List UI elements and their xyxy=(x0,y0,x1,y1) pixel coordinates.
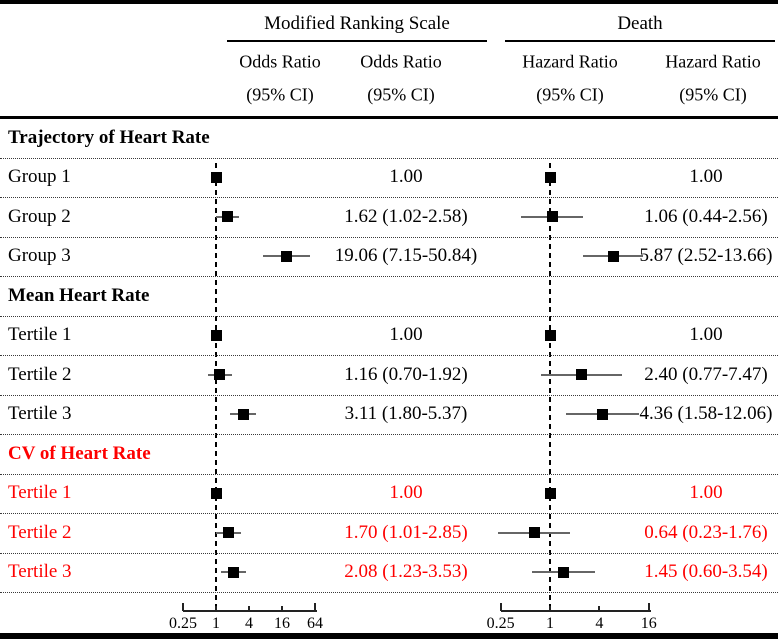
death-axis-line xyxy=(500,609,651,612)
mrs-estimate-text: 1.00 xyxy=(389,324,423,346)
death-estimate-text: 4.36 (1.58-12.06) xyxy=(639,403,773,425)
death-value-column-header: Hazard Ratio xyxy=(665,51,761,72)
mrs-axis-tick xyxy=(182,603,184,611)
mrs-axis-tick-label: 1 xyxy=(212,615,220,632)
row-separator xyxy=(0,236,778,238)
mrs-axis-line xyxy=(183,609,317,612)
mrs-axis-tick xyxy=(281,605,283,611)
mrs-estimate-text: 2.08 (1.23-3.53) xyxy=(344,561,468,583)
row-separator xyxy=(0,315,778,317)
mrs-plot-column-header: Odds Ratio xyxy=(239,51,321,72)
death-estimate-text: 1.45 (0.60-3.54) xyxy=(644,561,768,583)
header-rule xyxy=(0,116,778,119)
mrs-value-column-header: Odds Ratio xyxy=(360,51,442,72)
row-separator xyxy=(0,394,778,396)
mrs-estimate-text: 1.62 (1.02-2.58) xyxy=(344,205,468,227)
death-point-marker xyxy=(557,566,569,578)
row-label: Group 3 xyxy=(8,245,71,267)
death-estimate-text: 2.40 (0.77-7.47) xyxy=(644,363,768,385)
mrs-axis-tick-label: 64 xyxy=(307,615,323,632)
death-estimate-text: 5.87 (2.52-13.66) xyxy=(639,245,773,267)
mrs-point-marker xyxy=(210,487,222,499)
death-point-marker xyxy=(575,369,587,381)
death-axis-tick-label: 0.25 xyxy=(486,615,515,632)
mrs-estimate-text: 19.06 (7.15-50.84) xyxy=(334,245,478,267)
row-separator xyxy=(0,276,778,277)
row-separator xyxy=(0,592,778,593)
mrs-axis-tick-label: 4 xyxy=(245,615,253,632)
mrs-axis-tick xyxy=(215,605,217,611)
row-separator xyxy=(0,157,778,159)
death-reference-line xyxy=(549,163,551,611)
mrs-axis-tick xyxy=(314,603,316,611)
death-axis-tick xyxy=(549,605,551,611)
death-point-marker xyxy=(528,527,540,539)
row-label: Tertile 3 xyxy=(8,561,72,583)
death-value-ci-header: (95% CI) xyxy=(679,84,747,105)
top-rule xyxy=(0,0,778,4)
mrs-point-marker xyxy=(210,171,222,183)
mrs-estimate-text: 1.00 xyxy=(389,166,423,188)
death-plot-column-header: Hazard Ratio xyxy=(522,51,618,72)
row-label: Tertile 2 xyxy=(8,521,72,543)
mrs-point-marker xyxy=(223,527,235,539)
death-point-marker xyxy=(546,211,558,223)
death-axis-tick xyxy=(647,603,650,611)
mrs-point-marker xyxy=(237,408,249,420)
row-separator xyxy=(0,513,778,514)
mrs-point-marker xyxy=(214,369,226,381)
row-label: Tertile 1 xyxy=(8,324,72,346)
row-label: Tertile 1 xyxy=(8,482,72,504)
death-axis-tick xyxy=(598,605,601,611)
death-point-marker xyxy=(596,408,608,420)
mrs-point-marker xyxy=(210,329,222,341)
mrs-point-marker xyxy=(280,250,292,262)
section-label: Mean Heart Rate xyxy=(8,284,150,306)
death-estimate-text: 1.00 xyxy=(689,324,723,346)
column-group-title-mrs: Modified Ranking Scale xyxy=(264,13,450,34)
death-plot-ci-header: (95% CI) xyxy=(536,84,604,105)
mrs-value-ci-header: (95% CI) xyxy=(367,84,435,105)
row-label: Group 2 xyxy=(8,205,71,227)
mrs-point-marker xyxy=(221,211,233,223)
death-estimate-text: 1.00 xyxy=(689,166,723,188)
mrs-reference-line xyxy=(215,163,217,611)
row-separator xyxy=(0,434,778,435)
mrs-estimate-text: 1.00 xyxy=(389,482,423,504)
row-label: Tertile 3 xyxy=(8,403,72,425)
section-label: Trajectory of Heart Rate xyxy=(8,126,210,148)
death-group-underline xyxy=(505,40,775,42)
mrs-axis-tick-label: 0.25 xyxy=(169,615,197,632)
death-estimate-text: 0.64 (0.23-1.76) xyxy=(644,521,768,543)
row-separator xyxy=(0,355,778,356)
mrs-axis-tick xyxy=(248,605,250,611)
death-axis-tick xyxy=(499,603,502,611)
death-point-marker xyxy=(607,250,619,262)
death-point-marker xyxy=(544,171,556,183)
death-axis-tick-label: 16 xyxy=(640,615,657,632)
death-point-marker xyxy=(544,329,556,341)
row-separator xyxy=(0,197,778,198)
death-point-marker xyxy=(544,487,556,499)
mrs-estimate-text: 1.70 (1.01-2.85) xyxy=(344,521,468,543)
death-estimate-text: 1.00 xyxy=(689,482,723,504)
death-axis-tick-label: 1 xyxy=(546,615,554,632)
mrs-group-underline xyxy=(227,40,487,42)
mrs-estimate-text: 1.16 (0.70-1.92) xyxy=(344,363,468,385)
death-estimate-text: 1.06 (0.44-2.56) xyxy=(644,205,768,227)
row-separator xyxy=(0,552,778,554)
mrs-plot-ci-header: (95% CI) xyxy=(246,84,314,105)
row-separator xyxy=(0,473,778,475)
column-group-title-death: Death xyxy=(617,13,663,34)
section-label: CV of Heart Rate xyxy=(8,442,151,464)
row-label: Tertile 2 xyxy=(8,363,72,385)
bottom-rule xyxy=(0,633,778,639)
mrs-point-marker xyxy=(227,566,239,578)
mrs-axis-tick-label: 16 xyxy=(274,615,290,632)
row-label: Group 1 xyxy=(8,166,71,188)
mrs-estimate-text: 3.11 (1.80-5.37) xyxy=(344,403,468,425)
death-axis-tick-label: 4 xyxy=(595,615,604,632)
